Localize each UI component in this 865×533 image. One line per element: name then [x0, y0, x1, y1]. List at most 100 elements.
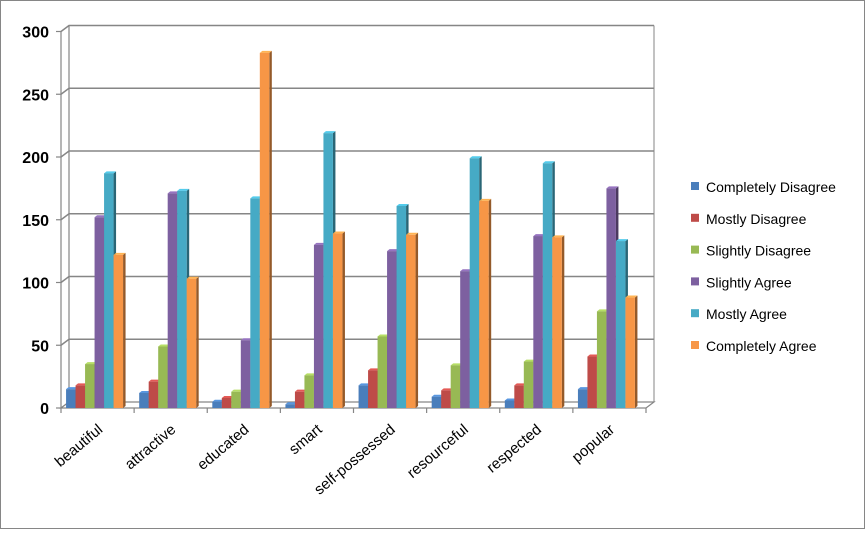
- bar-top: [240, 338, 253, 341]
- bar-front: [450, 365, 461, 408]
- bar-side: [342, 231, 345, 408]
- legend-label: Completely Disagree: [706, 179, 836, 195]
- x-tick-label: educated: [194, 421, 252, 474]
- bar: [259, 50, 272, 409]
- gridline: [60, 87, 654, 95]
- bar-front: [240, 340, 251, 408]
- bar-top: [85, 362, 98, 365]
- bar-top: [250, 196, 263, 199]
- bar-front: [250, 198, 260, 408]
- bar: [186, 276, 199, 408]
- bar-top: [577, 387, 590, 390]
- bar-side: [488, 198, 492, 408]
- x-tick-label: popular: [569, 421, 618, 466]
- x-tick-label: attractive: [122, 421, 180, 473]
- bar-side: [415, 232, 419, 408]
- bar-front: [231, 391, 241, 408]
- bar-top: [377, 334, 390, 337]
- bar-top: [75, 383, 88, 386]
- bar-top: [212, 399, 225, 402]
- bar-front: [533, 236, 543, 408]
- legend-label: Slightly Disagree: [706, 243, 811, 259]
- bar-top: [406, 232, 419, 235]
- bar-front: [358, 385, 369, 408]
- bars: [66, 50, 638, 409]
- bar-top: [231, 389, 244, 392]
- bar-top: [479, 198, 492, 201]
- bar-top: [285, 402, 298, 405]
- bar-top: [167, 191, 180, 194]
- bar-top: [587, 354, 600, 357]
- bar-side: [269, 50, 272, 409]
- gridline: [60, 275, 654, 284]
- bar-top: [533, 234, 546, 237]
- gridline: [60, 213, 654, 221]
- legend-swatch: [691, 341, 699, 349]
- bar-front: [158, 346, 168, 408]
- bar-top: [431, 394, 444, 397]
- legend-swatch: [691, 309, 699, 318]
- y-axis: 0 50 100 150 200 250 300: [22, 25, 61, 418]
- gridline: [60, 338, 654, 346]
- bar-front: [577, 389, 588, 408]
- bar-top: [177, 188, 190, 191]
- bar-top: [596, 309, 609, 312]
- bar-top: [104, 171, 117, 174]
- gridline: [60, 150, 654, 158]
- bar-front: [596, 311, 607, 408]
- legend-label: Completely Agree: [706, 338, 817, 354]
- legend-item: Slightly Disagree: [691, 243, 811, 259]
- bar-front: [523, 361, 534, 408]
- bar-side: [196, 276, 199, 408]
- bar-front: [479, 200, 489, 408]
- bar-front: [587, 356, 597, 408]
- bar-front: [625, 297, 635, 408]
- x-tick-label: beautiful: [52, 421, 106, 470]
- bar-top: [332, 231, 345, 234]
- bar-front: [368, 370, 378, 408]
- bar-front: [460, 271, 470, 408]
- bar-side: [561, 235, 565, 408]
- legend-label: Mostly Agree: [706, 306, 787, 322]
- bar-front: [514, 385, 524, 408]
- x-tick-label: resourceful: [404, 421, 472, 482]
- bar-top: [221, 395, 234, 398]
- bar-front: [396, 205, 407, 408]
- bar-front: [552, 237, 562, 408]
- bar-top: [368, 368, 381, 371]
- legend-item: Mostly Disagree: [691, 211, 807, 227]
- y-tick-label: 200: [22, 150, 49, 167]
- y-tick-label: 50: [31, 338, 49, 355]
- gridline: [60, 24, 654, 33]
- legend-label: Slightly Agree: [706, 274, 792, 290]
- bar-top: [259, 50, 272, 53]
- bar: [625, 295, 638, 408]
- legend-label: Mostly Disagree: [706, 211, 807, 227]
- bar-top: [186, 276, 199, 279]
- legend: Completely Disagree Mostly Disagree Slight…: [691, 179, 836, 354]
- bar-front: [221, 397, 232, 408]
- bar-front: [606, 188, 616, 408]
- bar-top: [358, 383, 371, 386]
- bar-top: [469, 156, 482, 159]
- x-tick-label: respected: [483, 421, 544, 476]
- y-tick-label: 250: [22, 87, 49, 104]
- bar-top: [504, 398, 517, 401]
- bar-top: [542, 161, 555, 164]
- legend-item: Slightly Agree: [691, 274, 792, 290]
- x-axis: beautiful attractive educated smartself-pos…: [52, 408, 647, 498]
- bar-side: [123, 252, 126, 408]
- bar-top: [313, 242, 326, 245]
- bar-front: [186, 278, 197, 408]
- bar-top: [139, 390, 152, 393]
- bar-top: [523, 359, 536, 362]
- bar-front: [332, 233, 343, 408]
- bar-front: [177, 190, 187, 408]
- bar-front: [441, 390, 451, 408]
- bar-top: [113, 252, 126, 255]
- bar-top: [460, 269, 473, 272]
- bar-top: [606, 186, 619, 189]
- bar-front: [294, 391, 305, 408]
- y-tick-label: 0: [40, 401, 49, 418]
- bar-front: [94, 217, 105, 408]
